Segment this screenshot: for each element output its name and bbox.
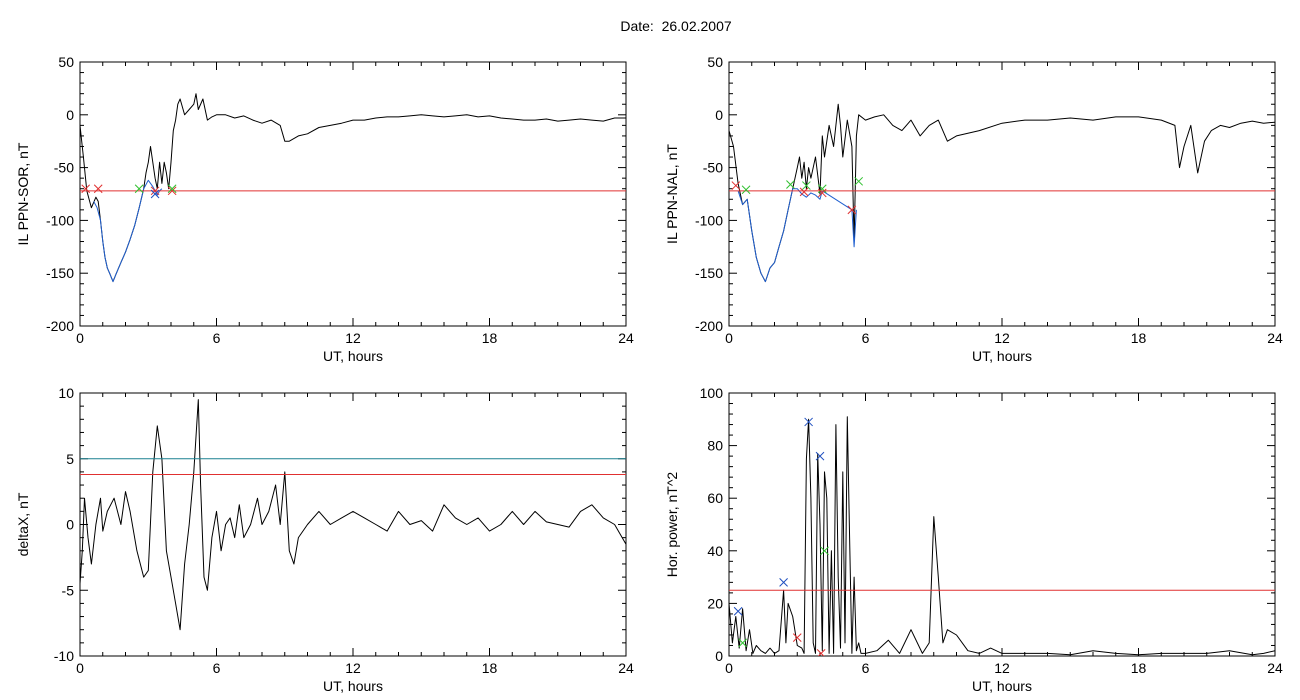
x-tick-label: 18 [1131,660,1147,676]
y-tick-label: -150 [695,265,723,281]
x-marker [733,606,743,616]
plot-frame [79,61,627,327]
x-marker [81,184,91,194]
x-tick-label: 24 [1267,330,1283,346]
y-tick-label: 5 [66,451,74,467]
x-tick-label: 24 [1267,660,1283,676]
x-tick-label: 12 [994,660,1010,676]
x-marker [93,184,103,194]
chart-panel-4: 0 6 12 18 24 0 20 40 60 80 100 UT, hours Hor. power,… [664,385,1283,694]
y-axis-label: deltaX, nT [15,492,31,556]
x-axis-label: UT, hours [323,348,383,364]
y-tick-label: 100 [700,385,724,401]
x-marker [847,205,857,215]
y-tick-label: -200 [695,318,723,334]
x-tick-label: 24 [618,660,634,676]
x-marker [799,187,809,197]
x-tick-label: 6 [862,660,870,676]
x-axis-label: UT, hours [972,348,1032,364]
y-tick-label: 60 [707,490,723,506]
y-axis-label: IL PPN-NAL, nT [664,144,680,244]
chart-panel-2: 0 6 12 18 24 -200 -150 -100 -50 0 50 UT, hours IL PP… [664,54,1283,364]
x-marker [741,185,751,195]
y-tick-label: -100 [46,212,74,228]
plot-area [729,416,1275,656]
x-tick-label: 0 [725,330,733,346]
x-tick-label: 12 [345,660,361,676]
y-tick-label: 0 [715,648,723,664]
x-tick-label: 6 [213,660,221,676]
x-marker [815,451,825,461]
x-tick-label: 0 [76,660,84,676]
x-tick-label: 12 [994,330,1010,346]
plot-area [80,399,626,631]
y-tick-label: -200 [46,318,74,334]
x-marker [817,184,827,194]
y-tick-label: 0 [715,107,723,123]
x-tick-label: 6 [862,330,870,346]
plot-area [80,93,626,283]
x-marker [738,638,748,648]
series-line-2 [737,188,857,283]
x-tick-label: 12 [345,330,361,346]
x-marker [817,188,827,198]
x-marker [786,180,795,189]
y-tick-label: -5 [62,582,75,598]
x-marker [150,186,160,196]
x-marker [167,184,177,194]
x-tick-label: 18 [1131,330,1147,346]
y-tick-label: -150 [46,265,74,281]
plot-area [729,103,1275,283]
x-axis-label: UT, hours [972,678,1032,694]
x-marker [779,578,788,587]
y-tick-label: 50 [58,54,74,70]
x-marker [804,417,813,427]
series-line-1 [729,416,1275,656]
y-tick-label: 20 [707,595,723,611]
x-tick-label: 18 [482,660,498,676]
figure-title: Date: 26.02.2007 [620,18,732,34]
y-tick-label: 80 [707,438,723,454]
y-tick-label: -50 [54,160,74,176]
x-marker [816,649,826,656]
y-tick-label: -10 [54,648,74,664]
x-marker [820,546,829,556]
plot-frame [79,392,627,657]
series-line-2 [93,179,163,283]
y-tick-label: -100 [695,212,723,228]
x-axis-label: UT, hours [323,678,383,694]
y-tick-label: 10 [58,385,74,401]
x-marker [792,633,802,642]
x-marker [167,186,177,196]
x-marker [134,184,144,194]
x-tick-label: 0 [76,330,84,346]
y-axis-label: Hor. power, nT^2 [664,472,680,578]
x-marker [731,181,741,190]
chart-panel-3: 0 6 12 18 24 -10 -5 0 5 10 UT, hours deltaX, nT [15,385,634,694]
x-tick-label: 0 [725,660,733,676]
plot-frame [728,61,1276,327]
series-line-1 [80,93,626,283]
x-tick-label: 18 [482,330,498,346]
x-tick-label: 24 [618,330,634,346]
chart-panel-1: 0 6 12 18 24 -200 -150 -100 -50 0 50 UT, hours IL PP… [15,54,634,364]
x-marker [801,181,811,190]
y-tick-label: 40 [707,543,723,559]
x-marker [854,176,864,186]
y-axis-label: IL PPN-SOR, nT [15,142,31,245]
y-tick-label: 0 [66,107,74,123]
y-tick-label: 50 [707,54,723,70]
series-line-1 [80,399,626,631]
x-tick-label: 6 [213,330,221,346]
x-marker [150,189,160,199]
y-tick-label: 0 [66,517,74,533]
y-tick-label: -50 [703,160,723,176]
